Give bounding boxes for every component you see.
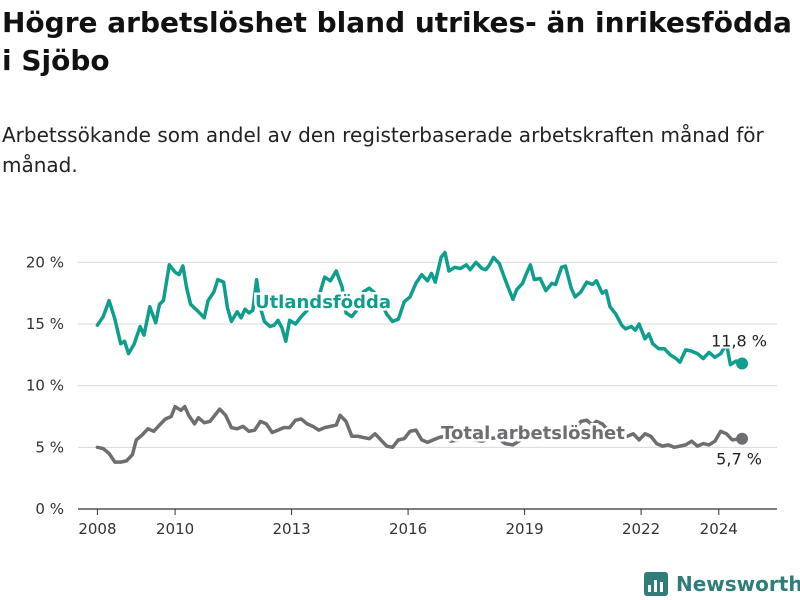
- bar-chart-logo-icon: [644, 572, 668, 596]
- x-tick-label: 2022: [622, 520, 660, 538]
- x-tick-label: 2016: [389, 520, 427, 538]
- y-tick-label: 20 %: [26, 253, 64, 271]
- brand-logo: Newsworthy: [644, 570, 800, 598]
- y-tick-label: 15 %: [26, 315, 64, 333]
- y-tick-label: 5 %: [35, 438, 64, 456]
- series-name-label: Utlandsfödda: [255, 292, 391, 313]
- end-point-total-arbetsloshet: [736, 432, 749, 445]
- y-tick-label: 10 %: [26, 377, 64, 395]
- series-line-total-arbetsloshet: [95, 404, 744, 464]
- x-tick-label: 2019: [505, 520, 543, 538]
- axis-ticks: 0 % 5 % 10 % 15 % 20 % 2008 2010 2013 2016 2019 20…: [26, 253, 738, 538]
- end-value-label: 11,8 %: [711, 331, 767, 350]
- series-labels: 11,8 % 5,7 % Utlandsfödda Total arbetslöshe…: [252, 290, 769, 471]
- end-point-utlandsfodda: [736, 357, 749, 370]
- chart-subtitle: Arbetssökande som andel av den registerb…: [2, 123, 764, 177]
- brand-name: Newsworthy: [676, 572, 800, 596]
- x-tick-label: 2013: [272, 520, 310, 538]
- end-value-label: 5,7 %: [716, 450, 762, 469]
- chart-title: Högre arbetslöshet bland utrikes- än inr…: [2, 6, 792, 77]
- x-tick-label: 2008: [78, 520, 116, 538]
- series-line-utlandsfodda: [95, 250, 744, 367]
- series-lines: [95, 250, 749, 464]
- y-tick-label: 0 %: [35, 500, 64, 518]
- x-tick-label: 2024: [700, 520, 738, 538]
- gridlines: [78, 261, 777, 510]
- series-name-label: Total arbetslöshet: [441, 423, 625, 444]
- x-tick-label: 2010: [156, 520, 194, 538]
